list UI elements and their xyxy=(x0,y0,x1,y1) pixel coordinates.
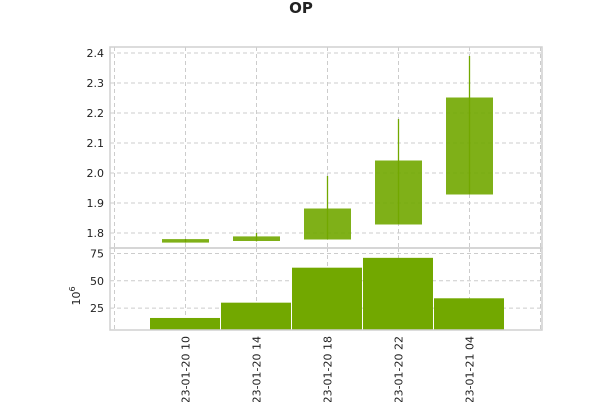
candle-body xyxy=(304,208,351,240)
candle-body xyxy=(375,160,422,225)
candle xyxy=(304,176,351,240)
price-y-ticks: 1.8 1.9 2.0 2.1 2.2 2.3 2.4 xyxy=(87,47,105,240)
volume-bar xyxy=(150,317,220,330)
price-panel: 1.8 1.9 2.0 2.1 2.2 2.3 2.4 xyxy=(87,46,543,249)
volume-bar xyxy=(434,298,504,330)
volume-panel: 25 50 75 106 xyxy=(68,247,543,331)
candle xyxy=(446,56,493,195)
candle-body xyxy=(162,239,209,243)
candle-body xyxy=(446,97,493,195)
price-candles xyxy=(162,56,493,243)
candle xyxy=(233,233,280,242)
candle-body xyxy=(233,236,280,241)
price-y-tick-label: 2.2 xyxy=(87,107,105,120)
price-y-tick-label: 1.8 xyxy=(87,227,105,240)
volume-bar xyxy=(221,302,291,330)
x-tick-label: 023-01-20 10 xyxy=(180,336,193,402)
volume-bar xyxy=(363,257,433,330)
chart-title: OP xyxy=(289,0,313,17)
x-tick-label: 023-01-21 04 xyxy=(464,336,477,402)
price-y-tick-label: 2.1 xyxy=(87,137,105,150)
volume-y-tick-label: 75 xyxy=(90,247,104,260)
x-tick-label: 023-01-20 14 xyxy=(251,336,264,402)
x-tick-label: 023-01-20 22 xyxy=(393,336,406,402)
x-tick-label: 023-01-20 18 xyxy=(322,336,335,402)
volume-y-tick-label: 50 xyxy=(90,275,104,288)
price-y-tick-label: 2.0 xyxy=(87,167,105,180)
volume-scale-label: 106 xyxy=(68,286,83,305)
volume-y-ticks: 25 50 75 xyxy=(90,247,104,315)
volume-y-tick-label: 25 xyxy=(90,302,104,315)
price-y-tick-label: 1.9 xyxy=(87,197,105,210)
price-y-tick-label: 2.3 xyxy=(87,77,105,90)
volume-bar xyxy=(292,267,362,330)
x-tick-labels: 023-01-20 10 023-01-20 14 023-01-20 18 023-… xyxy=(180,336,477,402)
volume-bars xyxy=(150,257,504,330)
volume-panel-frame xyxy=(109,247,543,331)
candle xyxy=(162,239,209,243)
candle xyxy=(375,119,422,225)
price-y-tick-label: 2.4 xyxy=(87,47,105,60)
